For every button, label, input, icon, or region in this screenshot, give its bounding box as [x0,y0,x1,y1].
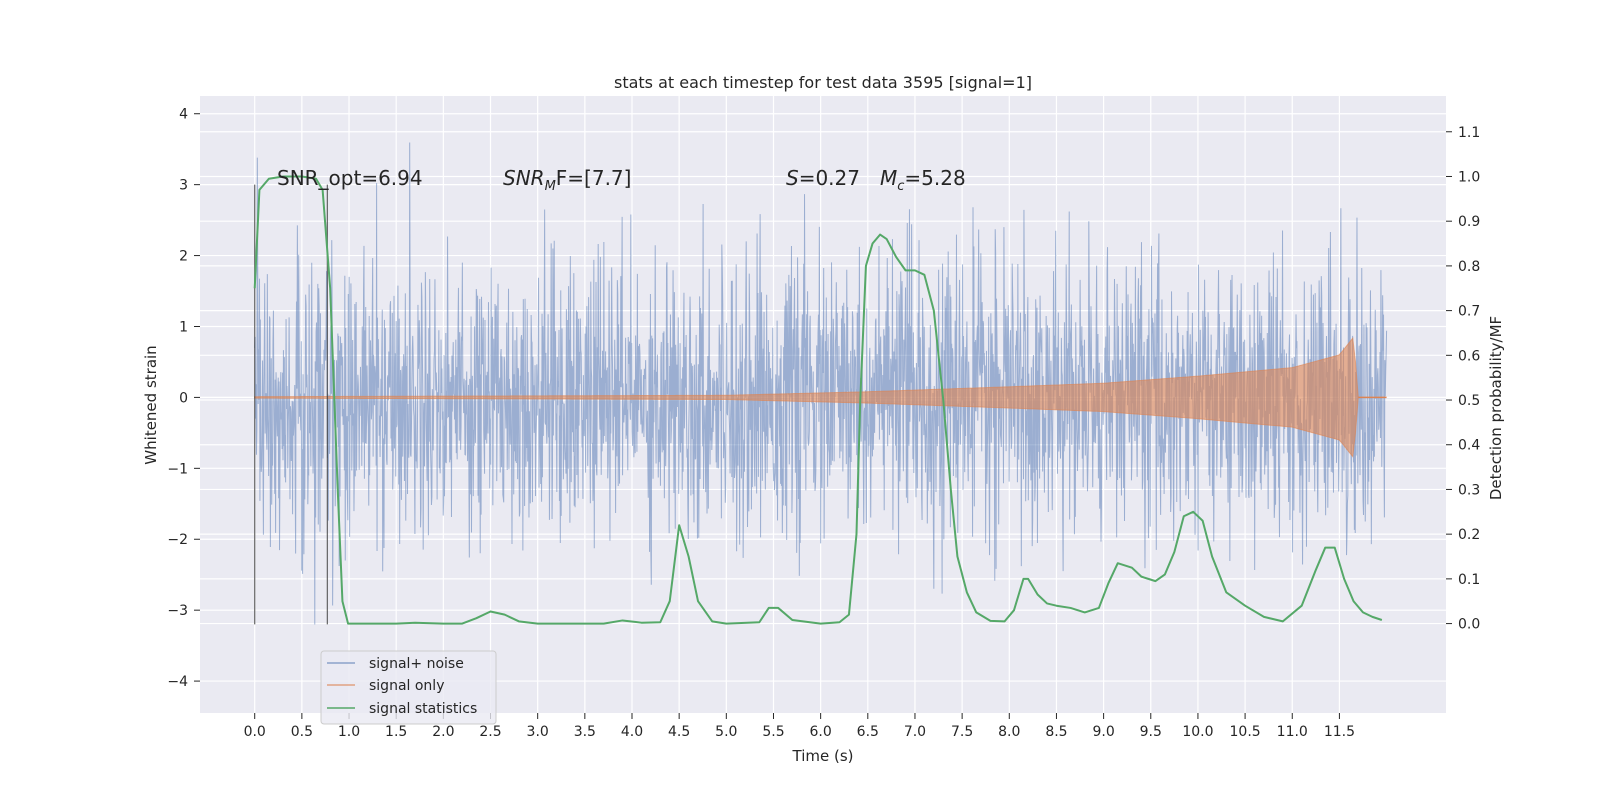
y-tick-label: −3 [167,603,188,619]
signal-only-series [254,336,1387,458]
y2-tick-label: 0.8 [1458,259,1480,275]
annotation-mc-main: M [880,166,897,190]
x-tick-label: 8.5 [1045,724,1067,740]
x-tick-label: 2.5 [479,724,501,740]
y2-tick-label: 0.6 [1458,348,1480,364]
x-tick-label: 5.5 [762,724,784,740]
x-tick-label: 11.5 [1324,724,1355,740]
x-tick-label: 9.0 [1092,724,1114,740]
chart-title: stats at each timestep for test data 359… [614,73,1032,92]
y2-tick-label: 0.5 [1458,393,1480,409]
x-tick-label: 10.0 [1182,724,1213,740]
x-tick-label: 0.0 [244,724,266,740]
annotation-mc-sub: c [897,179,904,194]
signal-noise-line [254,142,1388,625]
signal-statistics-series [253,175,1383,625]
x-tick-label: 2.0 [432,724,454,740]
signal-only-band [254,336,1359,458]
x-tick-label: 4.0 [621,724,643,740]
y2-tick-label: 0.7 [1458,304,1480,320]
y2-tick-label: 0.9 [1458,214,1480,230]
x-tick-label: 7.0 [904,724,926,740]
x-axis-ticks: 0.0 0.5 1.0 1.5 2.0 2.5 3.0 3.5 4.0 4.5 5.0 5.5 6.0 6… [244,713,1355,740]
legend-label-signal-statistics: signal statistics [369,701,477,717]
annotation-s-value: =0.27 [799,166,860,190]
y-tick-label: 1 [179,319,188,335]
y-tick-label: 4 [179,107,188,123]
annotation-snr-opt: SNR_opt=6.94 [277,166,423,190]
x-tick-label: 1.0 [338,724,360,740]
y2-tick-label: 0.1 [1458,572,1480,588]
x-tick-label: 6.0 [810,724,832,740]
annotation-snr-mf-main: SNR [503,166,545,190]
legend-label-signal-only: signal only [369,678,444,694]
x-axis-title: Time (s) [792,747,854,765]
signal-statistics-line [253,175,1383,625]
y-axis-ticks: 4 3 2 1 0 −1 −2 −3 −4 [167,107,200,690]
annotation-snr-mf-sub: M [545,179,556,194]
y2-tick-label: 0.2 [1458,527,1480,543]
y-tick-label: −4 [167,674,188,690]
x-tick-label: 9.5 [1140,724,1162,740]
x-tick-label: 8.0 [998,724,1020,740]
y2-tick-label: 1.0 [1458,169,1480,185]
x-tick-label: 11.0 [1277,724,1308,740]
x-tick-label: 7.5 [951,724,973,740]
x-tick-label: 5.0 [715,724,737,740]
y2-tick-label: 0.0 [1458,617,1480,633]
annotation-s: S=0.27 [786,166,860,190]
x-tick-label: 1.5 [385,724,407,740]
signal-noise-series [254,142,1388,625]
annotation-mc-value: =5.28 [904,166,965,190]
x-tick-label: 0.5 [291,724,313,740]
annotation-snr-mf: SNRMF=[7.7] [503,166,631,194]
y2-axis-title: Detection probability/MF [1487,316,1505,500]
y-tick-label: 2 [179,249,188,265]
legend: signal+ noise signal only signal statist… [320,650,497,725]
y-tick-label: 3 [179,178,188,194]
x-tick-label: 6.5 [857,724,879,740]
legend-box [320,650,497,725]
annotation-snr-mf-value: F=[7.7] [556,166,632,190]
x-tick-label: 3.5 [574,724,596,740]
y-axis-title: Whitened strain [142,345,160,464]
y2-tick-label: 0.3 [1458,482,1480,498]
legend-label-signal-noise: signal+ noise [369,656,464,672]
y2-tick-label: 1.1 [1458,125,1480,141]
y-tick-label: −2 [167,532,188,548]
y2-axis-ticks: 1.1 1.0 0.9 0.8 0.7 0.6 0.5 0.4 0.3 0.2 0.1 0.0 [1446,125,1480,633]
annotation-s-main: S [786,166,799,190]
annotation-mc: Mc=5.28 [880,166,966,194]
x-tick-label: 10.5 [1230,724,1261,740]
x-tick-label: 4.5 [668,724,690,740]
y2-tick-label: 0.4 [1458,438,1480,454]
x-tick-label: 3.0 [527,724,549,740]
y-tick-label: −1 [167,461,188,477]
y-tick-label: 0 [179,390,188,406]
